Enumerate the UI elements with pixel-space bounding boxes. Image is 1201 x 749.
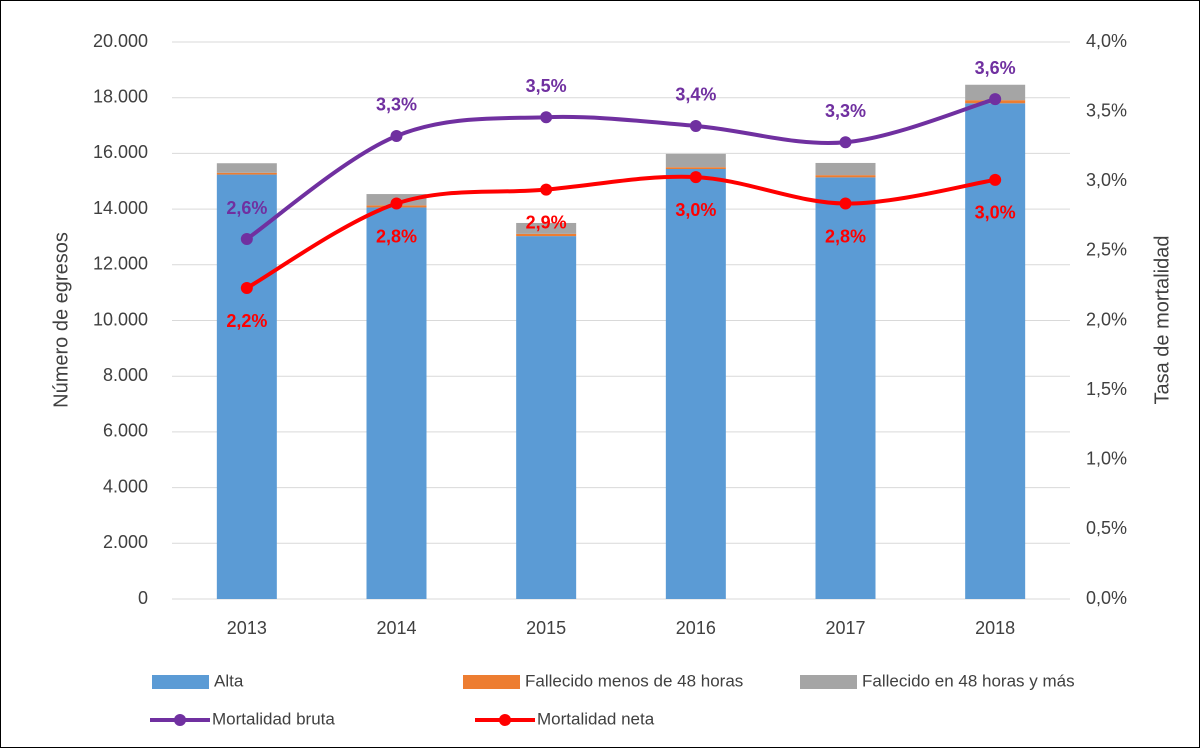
- bar-segment: [815, 162, 876, 176]
- y2-axis-title: Tasa de mortalidad: [1151, 236, 1173, 405]
- line-marker: [839, 136, 852, 149]
- legend-swatch: [152, 675, 209, 689]
- line-marker: [390, 197, 403, 210]
- y2-tick-label: 1,0%: [1086, 449, 1127, 469]
- y-tick-label: 14.000: [93, 198, 148, 218]
- line-marker: [540, 183, 553, 196]
- data-label: 3,4%: [675, 85, 716, 105]
- y-tick-label: 10.000: [93, 309, 148, 329]
- line-marker: [240, 233, 253, 246]
- legend-marker: [174, 714, 186, 726]
- legend-swatch: [463, 675, 520, 689]
- y-tick-label: 4.000: [103, 476, 148, 496]
- line-marker: [989, 93, 1002, 106]
- legend-label: Mortalidad bruta: [212, 709, 335, 728]
- bar-segment: [516, 222, 577, 234]
- y2-tick-label: 2,0%: [1086, 309, 1127, 329]
- y2-tick-label: 1,5%: [1086, 379, 1127, 399]
- y-tick-label: 12.000: [93, 254, 148, 274]
- y2-tick-label: 2,5%: [1086, 240, 1127, 260]
- x-tick-label: 2018: [975, 618, 1015, 638]
- y-tick-label: 16.000: [93, 142, 148, 162]
- y2-tick-label: 3,0%: [1086, 170, 1127, 190]
- y-tick-label: 18.000: [93, 86, 148, 106]
- data-label: 3,5%: [526, 76, 567, 96]
- bar-segment: [965, 103, 1026, 600]
- y-tick-label: 20.000: [93, 31, 148, 51]
- legend-swatch: [800, 675, 857, 689]
- x-tick-label: 2014: [376, 618, 416, 638]
- y-axis-title: Número de egresos: [50, 232, 72, 408]
- legend-label: Mortalidad neta: [537, 709, 655, 728]
- bar-segment: [516, 233, 577, 237]
- data-label: 2,8%: [376, 226, 417, 246]
- data-label: 3,6%: [975, 58, 1016, 78]
- legend-label: Fallecido en 48 horas y más: [862, 671, 1075, 690]
- line-marker: [839, 197, 852, 210]
- legend-label: Fallecido menos de 48 horas: [525, 671, 743, 690]
- line-marker: [240, 282, 253, 295]
- legend-label: Alta: [214, 671, 244, 690]
- bar-segment: [815, 177, 876, 599]
- line-marker: [540, 111, 553, 124]
- y-tick-label: 8.000: [103, 365, 148, 385]
- y2-tick-label: 4,0%: [1086, 31, 1127, 51]
- y-tick-label: 2.000: [103, 532, 148, 552]
- y-tick-label: 6.000: [103, 421, 148, 441]
- bar-segment: [665, 167, 726, 169]
- data-label: 2,9%: [526, 212, 567, 232]
- bar-segment: [516, 236, 577, 599]
- data-label: 3,0%: [675, 200, 716, 220]
- y2-tick-label: 3,5%: [1086, 100, 1127, 120]
- data-label: 3,3%: [376, 95, 417, 115]
- bar-segment: [216, 163, 277, 173]
- bar-segment: [665, 153, 726, 168]
- bar-segment: [216, 172, 277, 175]
- x-tick-label: 2017: [825, 618, 865, 638]
- data-label: 2,6%: [226, 198, 267, 218]
- y-tick-label: 0: [138, 588, 148, 608]
- bar-segment: [216, 174, 277, 600]
- bar-segment: [965, 84, 1026, 101]
- bar-segment: [366, 207, 427, 599]
- y2-tick-label: 0,5%: [1086, 518, 1127, 538]
- line-marker: [689, 171, 702, 184]
- x-tick-label: 2015: [526, 618, 566, 638]
- line: [245, 97, 996, 241]
- data-label: 3,0%: [975, 203, 1016, 223]
- legend-marker: [499, 714, 511, 726]
- x-tick-label: 2013: [227, 618, 267, 638]
- line-marker: [390, 129, 403, 142]
- line-marker: [989, 173, 1002, 186]
- x-tick-label: 2016: [676, 618, 716, 638]
- line-marker: [689, 119, 702, 132]
- data-label: 2,2%: [226, 311, 267, 331]
- bar-segment: [665, 168, 726, 599]
- line: [245, 174, 996, 290]
- y2-tick-label: 0,0%: [1086, 588, 1127, 608]
- bar-segment: [815, 175, 876, 178]
- data-label: 3,3%: [825, 101, 866, 121]
- data-label: 2,8%: [825, 226, 866, 246]
